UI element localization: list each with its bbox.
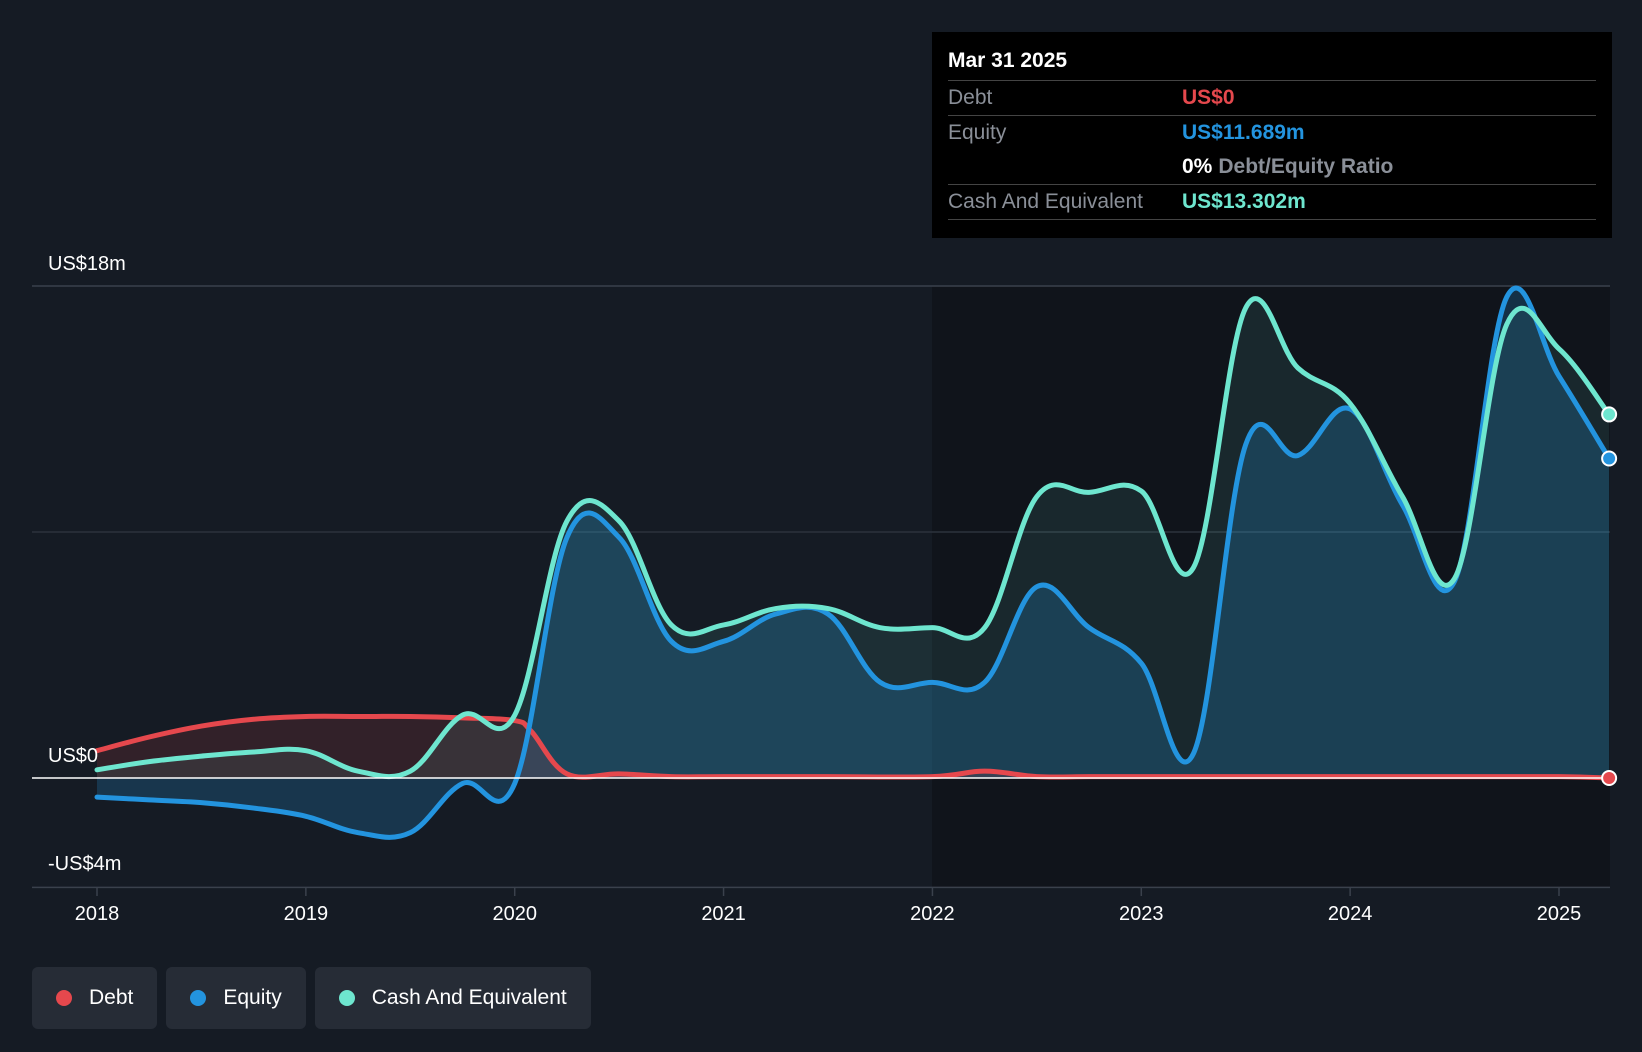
tooltip-debt-row: Debt US$0 <box>948 81 1596 116</box>
tooltip-debt-label: Debt <box>948 86 993 109</box>
x-tick-label: 2021 <box>701 903 746 925</box>
endpoint-equity <box>1601 450 1618 467</box>
tooltip-cash-label: Cash And Equivalent <box>948 190 1143 213</box>
legend: Debt Equity Cash And Equivalent <box>32 967 591 1029</box>
tooltip-equity-label: Equity <box>948 121 1007 144</box>
x-tick-label: 2020 <box>492 903 537 925</box>
y-axis-label: US$0 <box>48 745 98 767</box>
tooltip-debt-value: US$0 <box>1182 86 1235 109</box>
tooltip-cash-row: Cash And Equivalent US$13.302m <box>948 185 1596 220</box>
endpoint-cash-and-equivalent <box>1601 406 1618 423</box>
legend-item-equity[interactable]: Equity <box>166 967 306 1029</box>
tooltip-ratio: 0% Debt/Equity Ratio <box>1182 150 1393 184</box>
legend-label-cash: Cash And Equivalent <box>371 986 567 1009</box>
tooltip-equity-row: Equity US$11.689m <box>948 116 1596 150</box>
legend-dot-equity-icon <box>190 990 207 1006</box>
y-axis-labels: US$18m US$0 -US$4m <box>48 253 126 875</box>
y-axis-label: US$18m <box>48 253 126 275</box>
tooltip: Mar 31 2025 Debt US$0 Equity US$11.689m … <box>932 32 1612 238</box>
tooltip-cash-value: US$13.302m <box>1182 190 1306 213</box>
tooltip-ratio-label: Debt/Equity Ratio <box>1218 155 1394 178</box>
x-tick-label: 2024 <box>1328 903 1373 925</box>
tooltip-ratio-spacer <box>948 150 1182 184</box>
x-tick-label: 2018 <box>75 903 120 925</box>
series-endpoints <box>1601 406 1618 786</box>
endpoint-debt <box>1601 770 1618 786</box>
x-tick-label: 2022 <box>910 903 955 925</box>
tooltip-equity-value: US$11.689m <box>1182 121 1305 144</box>
area-equity <box>97 287 1610 838</box>
x-tick-label: 2025 <box>1537 903 1582 925</box>
line-debt <box>94 713 1612 781</box>
x-tick-label: 2023 <box>1119 903 1164 925</box>
line-cash-and-equivalent <box>94 296 1612 780</box>
legend-item-cash[interactable]: Cash And Equivalent <box>314 967 591 1029</box>
area-debt <box>97 716 1610 778</box>
tooltip-ratio-row: 0% Debt/Equity Ratio <box>948 150 1596 185</box>
x-axis-labels: 2018 2019 2020 2021 2022 2023 2024 2025 <box>75 888 1582 925</box>
y-axis-label: -US$4m <box>48 853 121 875</box>
x-tick-label: 2019 <box>284 903 329 925</box>
legend-dot-debt-icon <box>56 990 72 1006</box>
gridlines <box>32 285 1610 889</box>
line-equity <box>94 285 1612 840</box>
area-cash-and-equivalent <box>97 298 1610 778</box>
legend-label-equity: Equity <box>223 986 282 1009</box>
tooltip-date: Mar 31 2025 <box>948 46 1596 81</box>
legend-item-debt[interactable]: Debt <box>32 967 158 1029</box>
tooltip-ratio-value: 0% <box>1182 155 1213 178</box>
legend-dot-cash-icon <box>338 990 355 1006</box>
legend-label-debt: Debt <box>89 986 134 1009</box>
series-lines <box>32 285 1612 840</box>
series-areas <box>97 287 1610 838</box>
